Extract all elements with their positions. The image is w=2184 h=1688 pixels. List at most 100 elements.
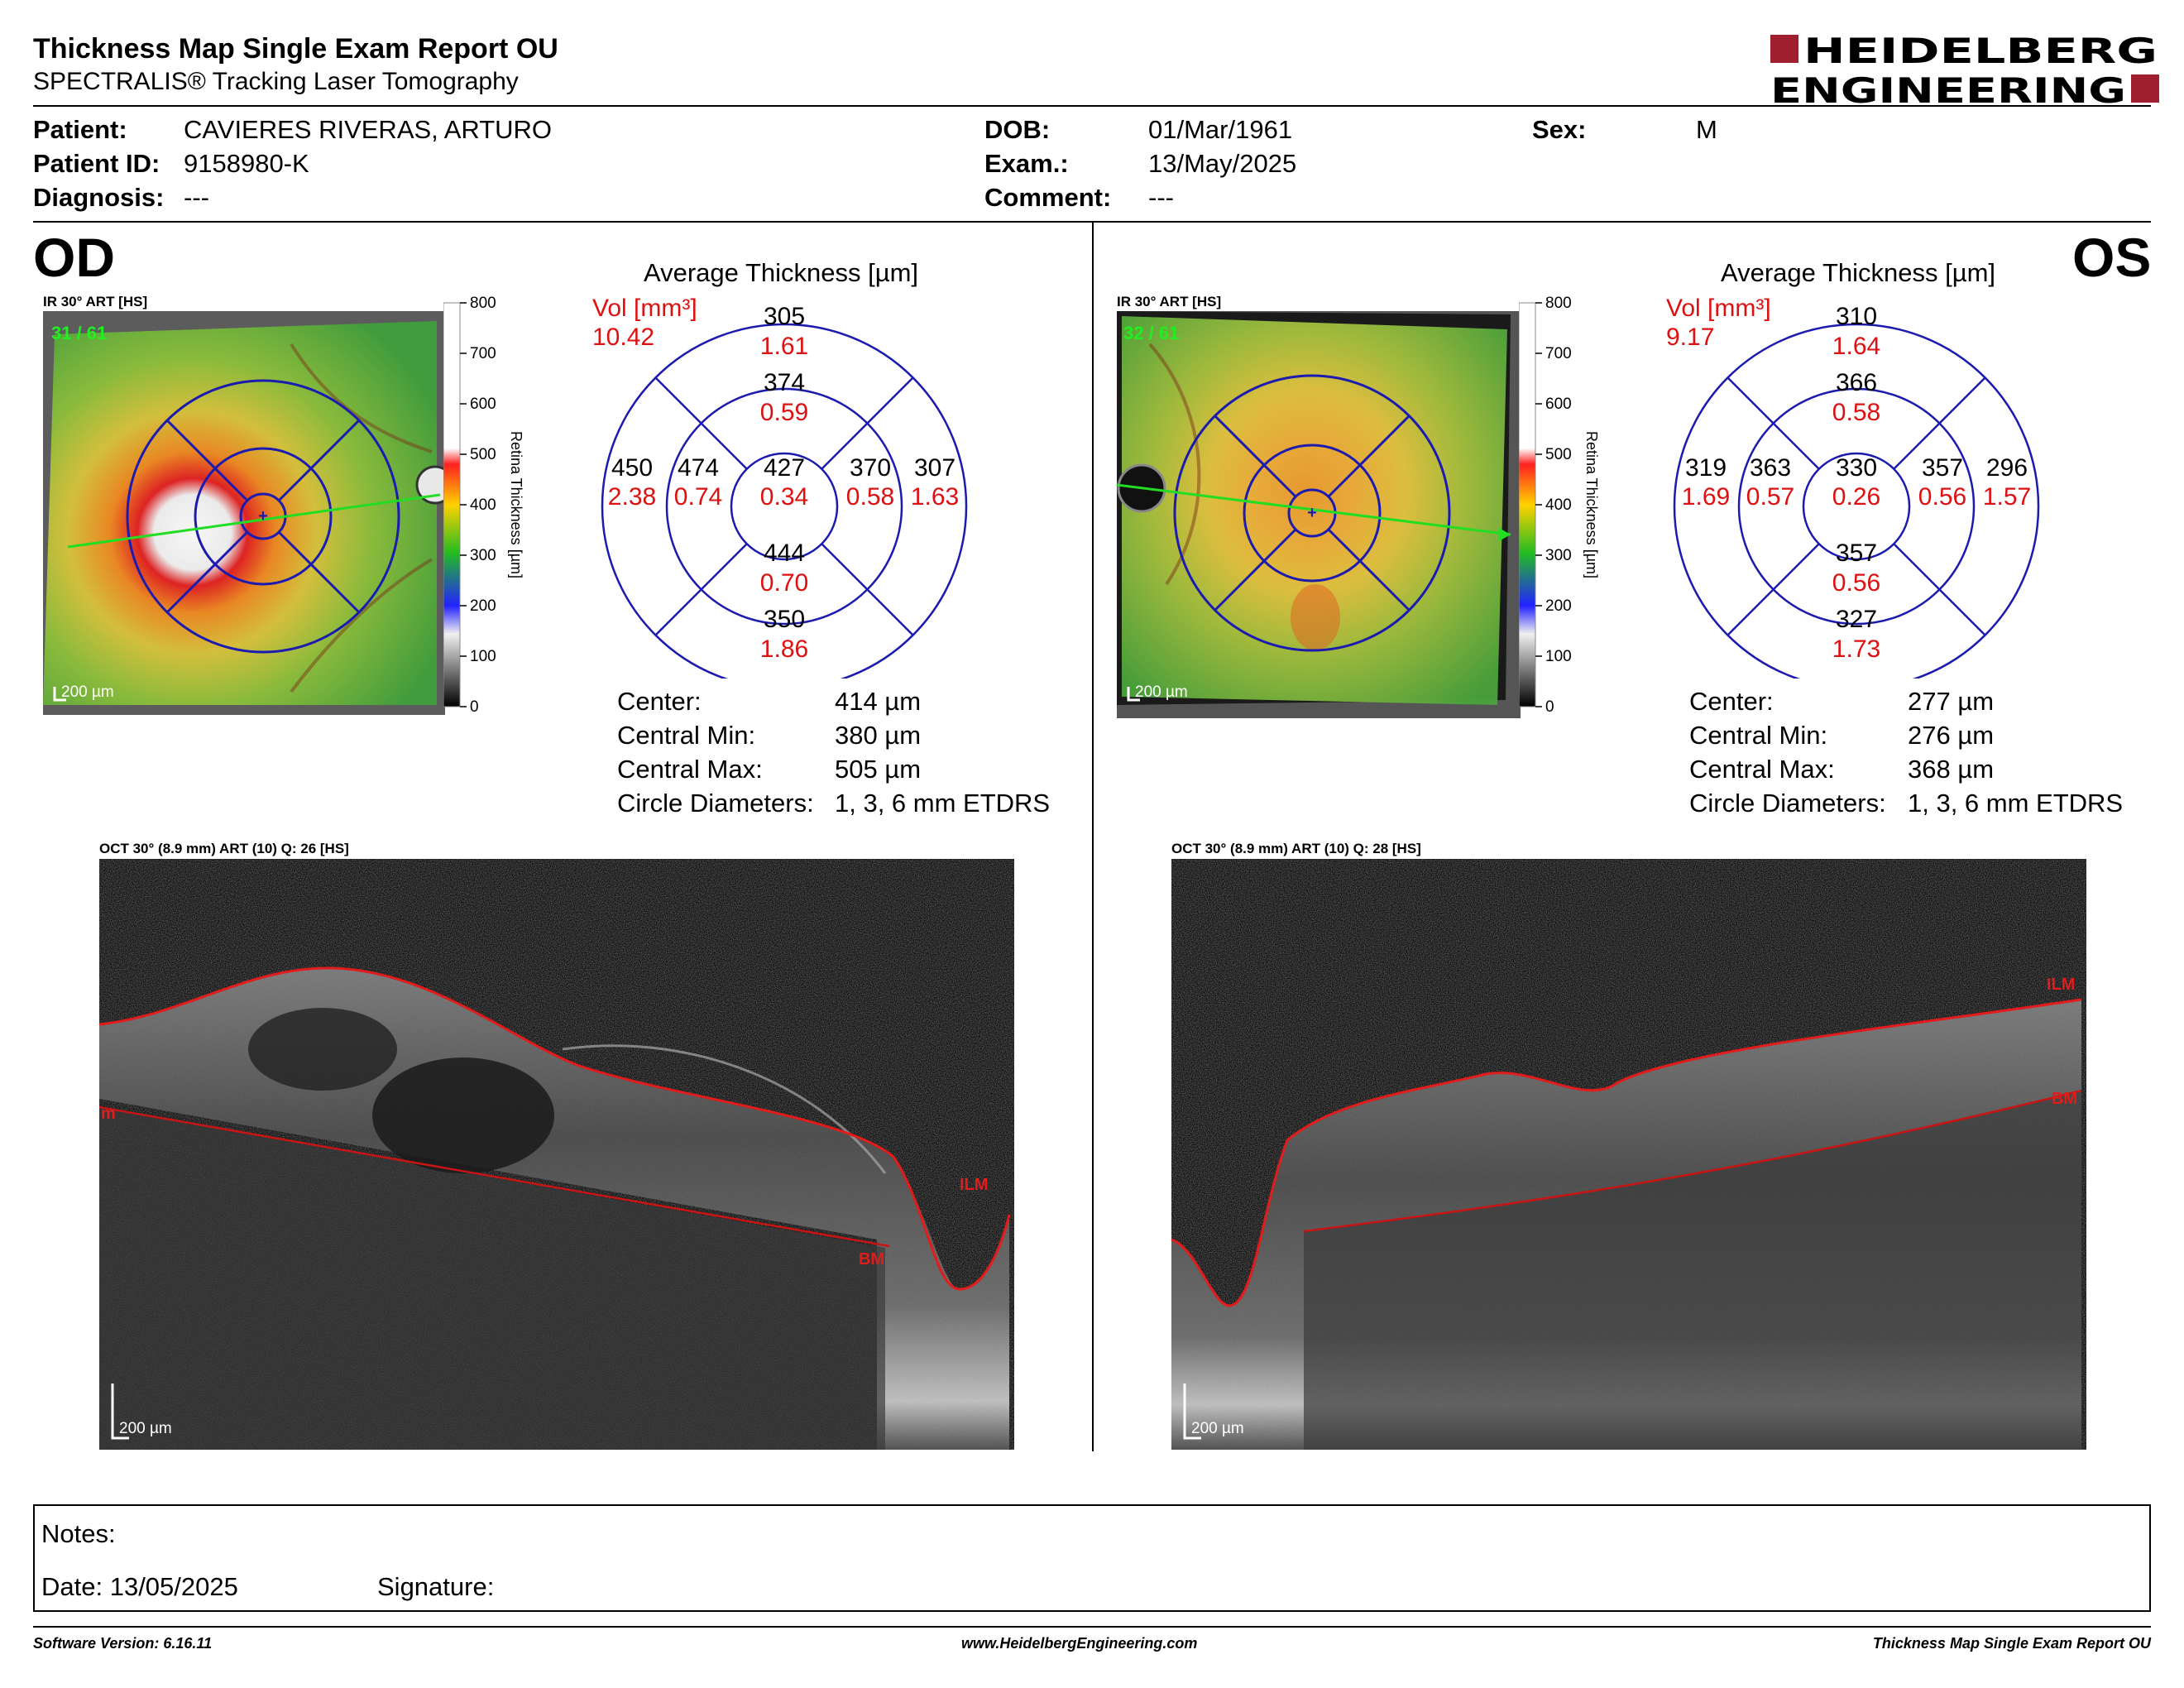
patient-label: Patient: [33,115,127,144]
signature-label: Signature: [377,1572,495,1601]
od-sup-inner: 374 [764,369,805,396]
od-oct-ilm: ILM [960,1176,988,1194]
od-nasal-outer-vol: 1.63 [911,483,959,511]
patient-id: 9158980-K [184,149,309,178]
os-oct-scalebar: 200 µm [1191,1420,1244,1437]
website-link[interactable]: www.HeidelbergEngineering.com [961,1635,1198,1652]
os-temp-outer: 319 [1685,454,1727,482]
od-nasal-inner: 370 [850,454,891,482]
os-ir-label: IR 30° ART [HS] [1117,294,1222,309]
od-avg-title: Average Thickness [µm] [644,258,919,287]
od-inf-inner: 444 [764,539,805,567]
patient-id-label: Patient ID: [33,149,160,178]
notes-label: Notes: [41,1519,116,1548]
os-nasal-outer-vol: 1.57 [1983,483,2031,511]
od-sup-outer-vol: 1.61 [760,333,808,360]
software-version: Software Version: 6.16.11 [33,1635,213,1652]
os-scale-tick-label: 200 [1545,597,1572,615]
os-nasal-inner: 357 [1922,454,1963,482]
os-nasal-outer: 296 [1986,454,2028,482]
od-oct-scalebar: 200 µm [119,1420,172,1437]
dob-value: 01/Mar/1961 [1148,115,1293,144]
os-oct-label: OCT 30° (8.9 mm) ART (10) Q: 28 [HS] [1171,841,1421,856]
os-vol-label: Vol [mm³] [1666,295,1771,322]
od-scale-tick-label: 0 [470,698,479,716]
diagnosis-value: --- [184,183,209,212]
od-min-label: Central Min: [617,721,756,750]
os-scalebar-label: 200 µm [1135,683,1188,701]
comment-label: Comment: [984,183,1112,212]
os-sup-outer-vol: 1.64 [1832,333,1880,360]
od-scale-tick-label: 500 [470,446,496,463]
os-scale-tick-label: 600 [1545,396,1572,413]
comment-value: --- [1148,183,1174,212]
od-nasal-outer: 307 [914,454,956,482]
od-inf-outer-vol: 1.86 [760,635,808,663]
svg-text:+: + [1307,504,1317,522]
logo-line2: ENGINEERING [1770,70,2126,104]
os-inf-outer: 327 [1836,606,1877,633]
od-scale-tick-label: 100 [470,648,496,665]
od-temp-outer: 450 [611,454,653,482]
od-frame-counter: 31 / 61 [51,323,107,343]
os-sup-outer: 310 [1836,303,1877,330]
od-center-label: Center: [617,687,702,716]
os-inf-outer-vol: 1.73 [1832,635,1880,663]
od-inf-inner-vol: 0.70 [760,569,808,597]
os-scale-tick-label: 300 [1545,547,1572,564]
od-sup-outer: 305 [764,303,805,330]
os-scale-tick-label: 400 [1545,496,1572,514]
logo-line1: HEIDELBERG [1803,31,2158,71]
od-diam-label: Circle Diameters: [617,789,814,818]
od-scalebar-label: 200 µm [61,683,114,701]
od-scale-tick-label: 800 [470,295,496,312]
od-temp-outer-vol: 2.38 [608,483,656,511]
od-sup-inner-vol: 0.59 [760,399,808,426]
od-temp-inner-vol: 0.74 [674,483,722,511]
od-center-vol: 0.34 [760,483,808,511]
od-oct-bm: BM [859,1250,884,1268]
sex-label: Sex: [1532,115,1587,144]
od-ir-label: IR 30° ART [HS] [43,294,148,309]
od-vol-label: Vol [mm³] [592,295,697,322]
footer-report-title: Thickness Map Single Exam Report OU [1872,1635,2151,1652]
diagnosis-label: Diagnosis: [33,183,165,212]
od-eye-label: OD [33,227,115,288]
os-temp-inner: 363 [1750,454,1791,482]
os-center-label: Center: [1689,687,1774,716]
header-rule [33,105,2151,107]
os-max-value: 368 µm [1908,755,1995,784]
od-diam-value: 1, 3, 6 mm ETDRS [835,789,1051,818]
od-vol-total: 10.42 [592,324,654,351]
od-scale-tick-label: 700 [470,345,496,362]
os-scale-title: Retina Thickness [µm] [1583,431,1600,578]
os-scale-tick-label: 700 [1545,345,1572,362]
os-nasal-inner-vol: 0.56 [1918,483,1966,511]
sex-value: M [1696,115,1717,144]
od-temp-inner: 474 [678,454,719,482]
os-etdrs-grid: Vol [mm³] 9.17 310 1.64 366 0.58 319 1.6… [1666,295,2040,679]
os-sup-inner-vol: 0.58 [1832,399,1880,426]
od-nasal-inner-vol: 0.58 [846,483,894,511]
os-scale-tick-label: 0 [1545,698,1554,716]
os-avg-title: Average Thickness [µm] [1721,258,1996,287]
os-min-label: Central Min: [1689,721,1828,750]
os-thickness-scale: 800 700 600 500 400 300 200 100 0 Retina Thickne… [1519,295,1600,716]
od-oct-label: OCT 30° (8.9 mm) ART (10) Q: 26 [HS] [99,841,349,856]
svg-text:+: + [258,507,268,525]
os-center-vol: 0.26 [1832,483,1880,511]
od-scale-tick-label: 400 [470,496,496,514]
os-scale-tick-label: 100 [1545,648,1572,665]
os-inf-inner: 357 [1836,539,1877,567]
os-min-value: 276 µm [1908,721,1995,750]
os-eye-label: OS [2072,227,2152,288]
os-oct-bm: BM [2052,1090,2077,1108]
os-vol-total: 9.17 [1666,324,1714,351]
os-frame-counter: 32 / 61 [1123,323,1179,343]
od-scale-tick-label: 600 [470,396,496,413]
os-temp-outer-vol: 1.69 [1682,483,1730,511]
od-fundus-map: + 31 / 61 200 µm [43,311,445,715]
center-divider [1092,222,1094,1451]
od-scale-tick-label: 200 [470,597,496,615]
os-center: 330 [1836,454,1877,482]
